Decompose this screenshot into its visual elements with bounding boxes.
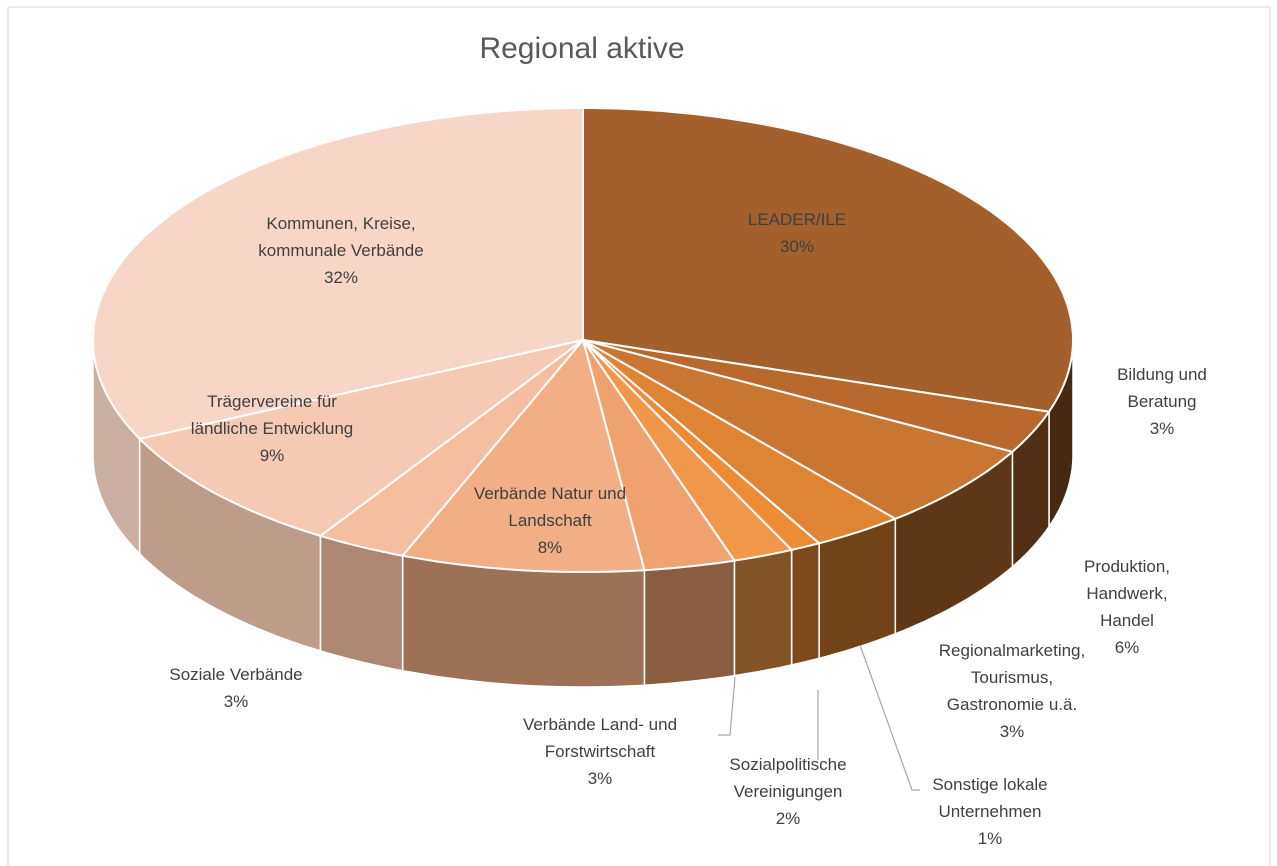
value-label: 3% <box>1149 419 1175 438</box>
data-label: Verbände Land- und Forstwirtschaft 3% <box>523 711 677 792</box>
pie-slice <box>582 107 1075 413</box>
chart-title: Regional aktive <box>479 32 685 65</box>
value-label: 2% <box>775 809 801 828</box>
value-label: 9% <box>259 446 285 465</box>
data-label: Sonstige lokale Unternehmen 1% <box>932 771 1047 852</box>
pie-side <box>319 534 404 672</box>
pie-slice <box>582 339 794 562</box>
data-label: Soziale Verbände 3% <box>169 661 302 715</box>
value-label: 8% <box>537 538 563 557</box>
pie-slice <box>137 339 584 538</box>
value-label: 32% <box>323 268 359 287</box>
data-label: LEADER/ILE 30% <box>748 206 846 260</box>
data-label: Trägervereine für ländliche Entwicklung 9… <box>191 388 354 469</box>
data-label: Produktion, Handwerk, Handel 6% <box>1052 553 1202 661</box>
leader-line <box>718 676 736 736</box>
pie-slice <box>582 339 898 545</box>
pie-side <box>733 548 793 677</box>
value-label: 30% <box>779 237 815 256</box>
pie-slice <box>582 339 1051 453</box>
category-label: Sozialpolitische Vereinigungen <box>729 755 847 801</box>
data-label: Kommunen, Kreise, kommunale Verbände 32% <box>258 210 423 291</box>
pie-side <box>643 559 736 687</box>
pie-slice <box>582 339 737 572</box>
category-label: LEADER/ILE <box>747 210 847 229</box>
pie-slice <box>318 339 584 557</box>
value-label: 3% <box>223 692 249 711</box>
category-label: Bildung und Beratung <box>1117 365 1207 411</box>
category-label: Sonstige lokale Unternehmen <box>932 775 1048 821</box>
category-label: Produktion, Handwerk, Handel <box>1084 557 1170 630</box>
leader-line <box>859 644 920 791</box>
category-label: Soziale Verbände <box>169 665 303 684</box>
category-label: Kommunen, Kreise, kommunale Verbände <box>258 214 424 260</box>
data-label: Verbände Natur und Landschaft 8% <box>474 480 626 561</box>
category-label: Trägervereine für ländliche Entwicklung <box>190 392 354 438</box>
data-label: Regionalmarketing, Tourismus, Gastronomi… <box>939 637 1085 745</box>
value-label: 3% <box>999 722 1025 741</box>
category-label: Verbände Land- und Forstwirtschaft <box>522 715 678 761</box>
pie-side <box>790 542 820 666</box>
value-label: 3% <box>587 769 613 788</box>
pie-slice <box>400 337 646 573</box>
data-label: Sozialpolitische Vereinigungen 2% <box>729 751 846 832</box>
category-label: Regionalmarketing, Tourismus, Gastronomi… <box>938 641 1086 714</box>
data-label: Bildung und Beratung 3% <box>1117 361 1207 442</box>
pie-side <box>401 554 646 688</box>
value-label: 6% <box>1114 638 1140 657</box>
value-label: 1% <box>977 829 1003 848</box>
pie-slice <box>91 107 584 440</box>
chart-border <box>7 6 1271 866</box>
category-label: Verbände Natur und Landschaft <box>473 484 627 530</box>
pie-slice <box>582 339 1015 520</box>
